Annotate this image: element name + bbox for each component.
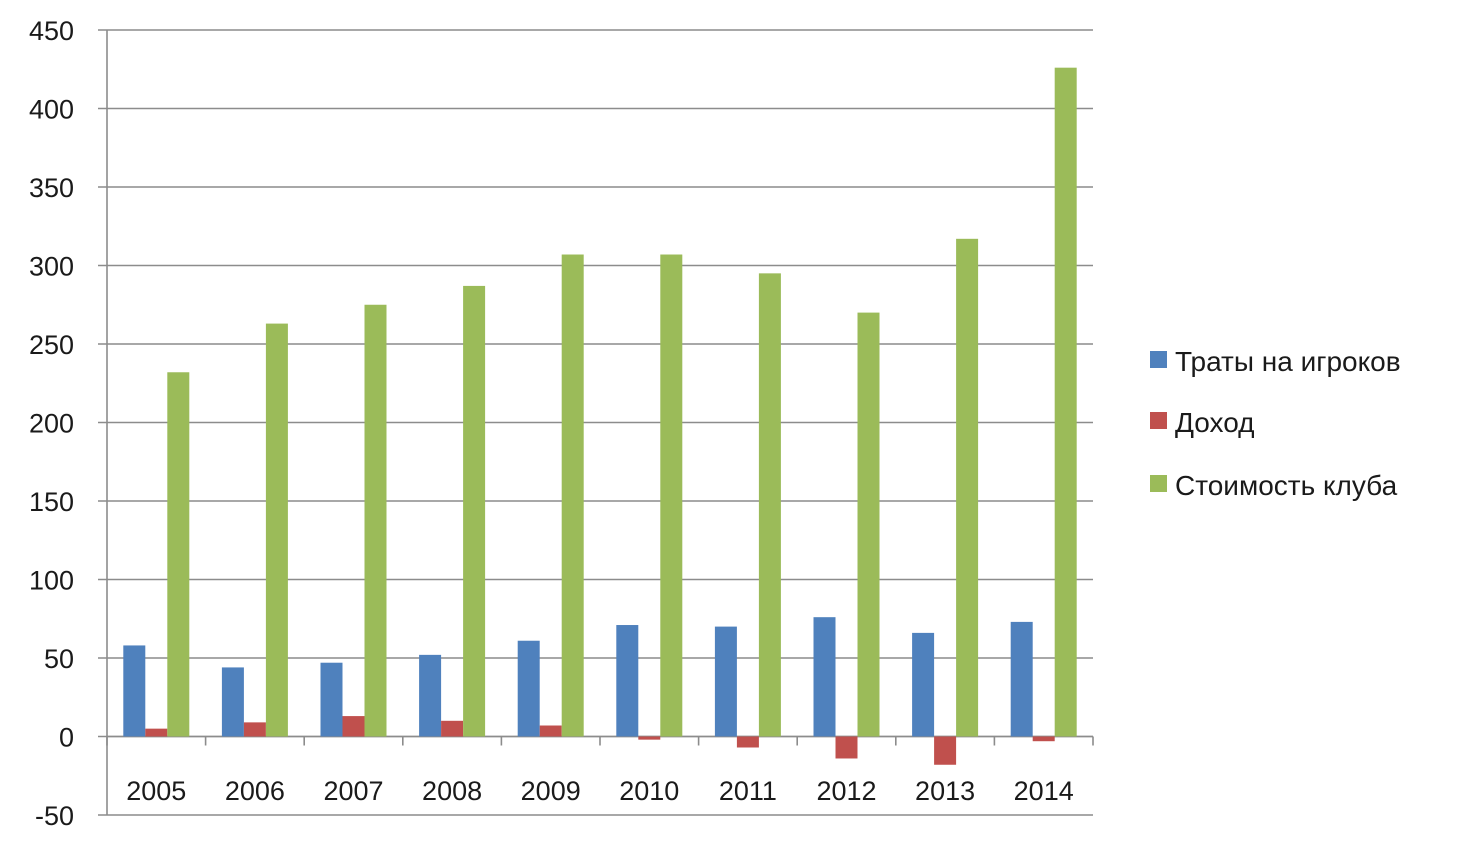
bar-player-spending [221, 667, 244, 737]
legend-swatch [1150, 351, 1167, 368]
bar-club-value [265, 323, 288, 737]
bar-income [342, 716, 365, 737]
legend: Траты на игроков Доход Стоимость клуба [1150, 346, 1401, 501]
legend-swatch [1150, 475, 1167, 492]
bar-club-value [463, 285, 486, 737]
bar-club-value [758, 273, 781, 737]
bar-club-value [956, 238, 979, 737]
bar-club-value [857, 312, 880, 737]
bar-club-value [167, 372, 190, 737]
legend-label: Доход [1175, 407, 1255, 438]
legend-label: Траты на игроков [1175, 346, 1401, 377]
x-tick-label: 2008 [422, 776, 482, 806]
x-tick-label: 2014 [1014, 776, 1074, 806]
y-tick-label: 0 [59, 723, 74, 753]
bar-income [835, 736, 858, 759]
bar-income [934, 736, 957, 765]
bar-player-spending [517, 640, 540, 737]
bar-player-spending [616, 625, 639, 737]
bar-club-value [561, 254, 584, 737]
x-tick-label: 2007 [323, 776, 383, 806]
bar-player-spending [123, 645, 146, 737]
y-tick-label: 300 [29, 252, 74, 282]
y-tick-label: 100 [29, 566, 74, 596]
legend-label: Стоимость клуба [1175, 470, 1398, 501]
x-tick-label: 2012 [816, 776, 876, 806]
bar-player-spending [912, 632, 935, 737]
bar-income [736, 736, 759, 748]
y-tick-label: -50 [35, 801, 74, 831]
x-tick-label: 2011 [719, 776, 777, 806]
y-tick-label: 400 [29, 95, 74, 125]
bar-player-spending [813, 617, 836, 737]
bar-player-spending [419, 654, 442, 737]
y-axis: -50 0 50 100 150 200 250 300 350 400 450 [29, 16, 108, 831]
bar-club-value [364, 304, 387, 737]
bar-income [539, 725, 562, 737]
bar-income [145, 728, 168, 737]
x-tick-label: 2010 [619, 776, 679, 806]
bar-income [1032, 736, 1055, 742]
y-tick-label: 450 [29, 16, 74, 46]
bar-player-spending [320, 662, 343, 737]
x-tick-label: 2009 [521, 776, 581, 806]
bar-income [441, 720, 464, 737]
bar-club-value [1054, 67, 1077, 737]
bars [123, 67, 1077, 765]
y-tick-label: 200 [29, 409, 74, 439]
y-tick-label: 350 [29, 173, 74, 203]
bar-player-spending [1010, 621, 1033, 737]
bar-player-spending [714, 626, 737, 737]
x-tick-label: 2006 [225, 776, 285, 806]
bar-income [243, 722, 266, 737]
x-tick-label: 2013 [915, 776, 975, 806]
bar-club-value [660, 254, 683, 737]
y-tick-label: 50 [44, 644, 74, 674]
bar-income [638, 736, 661, 740]
y-tick-label: 150 [29, 487, 74, 517]
legend-swatch [1150, 412, 1167, 429]
x-tick-label: 2005 [126, 776, 186, 806]
y-tick-label: 250 [29, 330, 74, 360]
